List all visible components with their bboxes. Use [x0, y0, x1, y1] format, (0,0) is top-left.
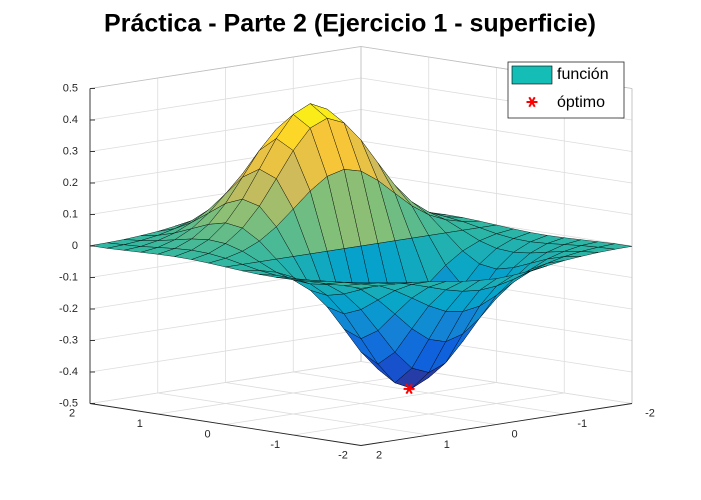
- grid-line: [225, 382, 497, 425]
- x-tick-label: 1: [137, 418, 143, 430]
- x-tick-label: -1: [270, 439, 280, 451]
- surface-patch: [344, 283, 378, 289]
- x-tick-label: 0: [204, 428, 210, 440]
- z-tick-label: 0.1: [63, 208, 78, 220]
- x-axis: [89, 403, 362, 446]
- legend-label: función: [557, 66, 609, 83]
- x-tick-label: -2: [338, 449, 348, 461]
- axis-box: [89, 46, 362, 89]
- grid-line: [293, 371, 565, 415]
- marker: [526, 96, 538, 108]
- marker-stroke: [528, 96, 536, 108]
- y-tick-label: -1: [577, 418, 587, 430]
- z-tick-label: 0.2: [63, 177, 78, 189]
- y-tick-label: -2: [645, 407, 655, 419]
- y-axis: [360, 403, 633, 446]
- z-tick-label: -0.2: [59, 303, 78, 315]
- z-tick-label: 0.4: [63, 114, 78, 126]
- legend-swatch: [511, 65, 553, 85]
- z-tick-label: 0.5: [63, 82, 78, 94]
- y-tick-label: 1: [444, 439, 450, 451]
- marker-stroke: [405, 383, 413, 395]
- x-tick-label: 2: [69, 407, 75, 419]
- z-tick-label: -0.3: [59, 334, 78, 346]
- z-tick-label: -0.5: [59, 397, 78, 409]
- legend-label: óptimo: [557, 94, 605, 111]
- z-tick-label: -0.4: [59, 366, 78, 378]
- chart-title: Práctica - Parte 2 (Ejercicio 1 - superf…: [104, 10, 596, 38]
- z-tick-label: -0.1: [59, 271, 78, 283]
- y-tick-label: 2: [376, 449, 382, 461]
- marker: [403, 383, 415, 395]
- y-tick-label: 0: [511, 428, 517, 440]
- z-tick-label: 0: [72, 240, 78, 252]
- grid-line: [157, 392, 429, 436]
- z-tick-label: 0.3: [63, 145, 78, 157]
